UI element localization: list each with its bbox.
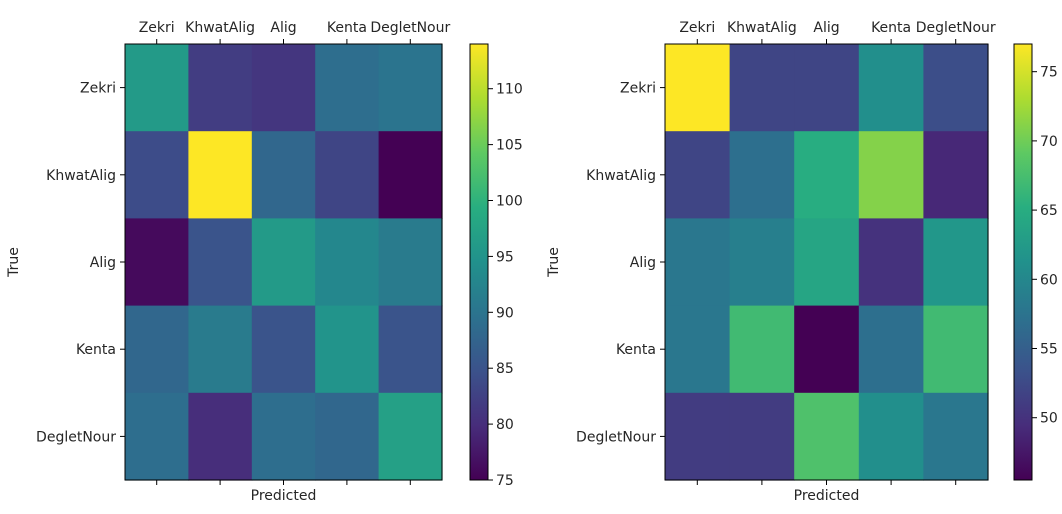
x-tick-label-4: DegletNour <box>370 20 450 36</box>
colorbar-tick-label-7: 110 <box>496 82 523 98</box>
x-tick-label-1: KhwatAlig <box>185 20 255 36</box>
heatmap-cell-r1-c1 <box>188 131 253 219</box>
heatmap-cell-r4-c4 <box>923 392 989 481</box>
heatmap-cell-r3-c4 <box>378 305 443 394</box>
heatmap-cell-r4-c2 <box>794 392 860 481</box>
heatmap-cell-r4-c1 <box>188 392 253 481</box>
heatmap-cell-r1-c3 <box>315 131 380 219</box>
heatmap-cell-r1-c4 <box>378 131 443 219</box>
heatmap-cell-r2-c0 <box>665 218 731 307</box>
x-tick-label-0: Zekri <box>679 20 715 36</box>
colorbar-frame <box>469 43 489 481</box>
heatmap-cell-r0-c1 <box>188 44 253 132</box>
heatmap-cell-r3-c0 <box>665 305 731 394</box>
x-tick-label-0: Zekri <box>139 20 175 36</box>
colorbar-tick-label-5: 75 <box>1040 65 1058 81</box>
y-tick-label-1: KhwatAlig <box>46 168 116 184</box>
x-tick-label-4: DegletNour <box>916 20 996 36</box>
heatmap-cell-r4-c0 <box>665 392 731 481</box>
heatmap-cell-r1-c4 <box>923 131 989 219</box>
heatmap-cell-r0-c0 <box>665 44 731 132</box>
heatmap-cell-r0-c1 <box>729 44 795 132</box>
heatmap-cell-r3-c2 <box>794 305 860 394</box>
heatmap-cell-r3-c0 <box>125 305 189 394</box>
colorbar-tick-label-1: 80 <box>496 417 514 433</box>
heatmap-cell-r1-c3 <box>858 131 924 219</box>
heatmap-cell-r0-c4 <box>378 44 443 132</box>
heatmap-cell-r1-c1 <box>729 131 795 219</box>
colorbar-tick-label-3: 90 <box>496 305 514 321</box>
colorbar-tick-label-1: 55 <box>1040 342 1058 358</box>
colorbar-tick-label-4: 95 <box>496 249 514 265</box>
confusion-matrix-panel-1: Zekri KhwatAlig Alig Kenta DegletNourZekriKh… <box>6 20 523 504</box>
colorbar <box>1014 44 1032 480</box>
heatmap-cell-r4-c3 <box>858 392 924 481</box>
heatmap-cell-r3-c2 <box>251 305 316 394</box>
heatmap-cell-r3-c1 <box>729 305 795 394</box>
heatmap-cell-r0-c3 <box>858 44 924 132</box>
colorbar <box>470 44 488 480</box>
heatmap-cell-r0-c2 <box>251 44 316 132</box>
heatmap-cell-r4-c2 <box>251 392 316 481</box>
colorbar-tick-label-4: 70 <box>1040 134 1058 150</box>
heatmap-cell-r3-c3 <box>315 305 380 394</box>
heatmap-cell-r4-c0 <box>125 392 189 481</box>
x-tick-label-1: KhwatAlig <box>727 20 797 36</box>
heatmap-cell-r4-c1 <box>729 392 795 481</box>
y-axis-label: True <box>546 247 562 278</box>
heatmap-cell-r2-c0 <box>125 218 189 307</box>
x-axis-label: Predicted <box>794 488 860 504</box>
heatmap-cell-r2-c1 <box>188 218 253 307</box>
heatmap-cell-r0-c0 <box>125 44 189 132</box>
colorbar-frame <box>1013 43 1033 481</box>
heatmap-cell-r0-c3 <box>315 44 380 132</box>
x-tick-label-3: Kenta <box>871 20 911 36</box>
x-tick-label-3: Kenta <box>327 20 367 36</box>
y-tick-label-3: Kenta <box>616 342 656 358</box>
heatmap-cell-r1-c0 <box>665 131 731 219</box>
heatmap-cell-r3-c4 <box>923 305 989 394</box>
colorbar-tick-label-3: 65 <box>1040 203 1058 219</box>
heatmap-cell-r4-c4 <box>378 392 443 481</box>
y-tick-label-2: Alig <box>630 255 656 271</box>
heatmap-cell-r4-c3 <box>315 392 380 481</box>
heatmap-cell-r3-c1 <box>188 305 253 394</box>
y-tick-label-0: Zekri <box>80 81 116 97</box>
heatmap-cell-r2-c2 <box>251 218 316 307</box>
heatmap-cell-r2-c4 <box>923 218 989 307</box>
y-tick-label-4: DegletNour <box>36 429 116 445</box>
colorbar-tick-label-2: 60 <box>1040 272 1058 288</box>
x-tick-label-2: Alig <box>813 20 839 36</box>
heatmap-cell-r2-c3 <box>858 218 924 307</box>
y-tick-label-4: DegletNour <box>576 429 656 445</box>
heatmap-cell-r2-c4 <box>378 218 443 307</box>
heatmap-cell-r0-c4 <box>923 44 989 132</box>
heatmap-cell-r1-c2 <box>251 131 316 219</box>
colorbar-tick-label-5: 100 <box>496 194 523 210</box>
y-tick-label-1: KhwatAlig <box>586 168 656 184</box>
y-tick-label-2: Alig <box>90 255 116 271</box>
y-tick-label-0: Zekri <box>620 81 656 97</box>
heatmap-cell-r0-c2 <box>794 44 860 132</box>
confusion-matrix-panel-2: Zekri KhwatAlig Alig Kenta DegletNour Zekri Kh… <box>546 20 1058 504</box>
heatmap-cell-r2-c2 <box>794 218 860 307</box>
y-tick-label-3: Kenta <box>76 342 116 358</box>
colorbar-tick-label-0: 75 <box>496 473 514 489</box>
x-tick-label-2: Alig <box>270 20 296 36</box>
heatmap-cell-r1-c0 <box>125 131 189 219</box>
y-axis-label: True <box>6 247 22 278</box>
colorbar-tick-label-2: 85 <box>496 361 514 377</box>
colorbar-tick-label-0: 50 <box>1040 411 1058 427</box>
heatmap-cell-r1-c2 <box>794 131 860 219</box>
heatmap-cell-r2-c3 <box>315 218 380 307</box>
heatmap-cell-r3-c3 <box>858 305 924 394</box>
heatmap-cell-r2-c1 <box>729 218 795 307</box>
x-axis-label: Predicted <box>251 488 317 504</box>
colorbar-tick-label-6: 105 <box>496 138 523 154</box>
